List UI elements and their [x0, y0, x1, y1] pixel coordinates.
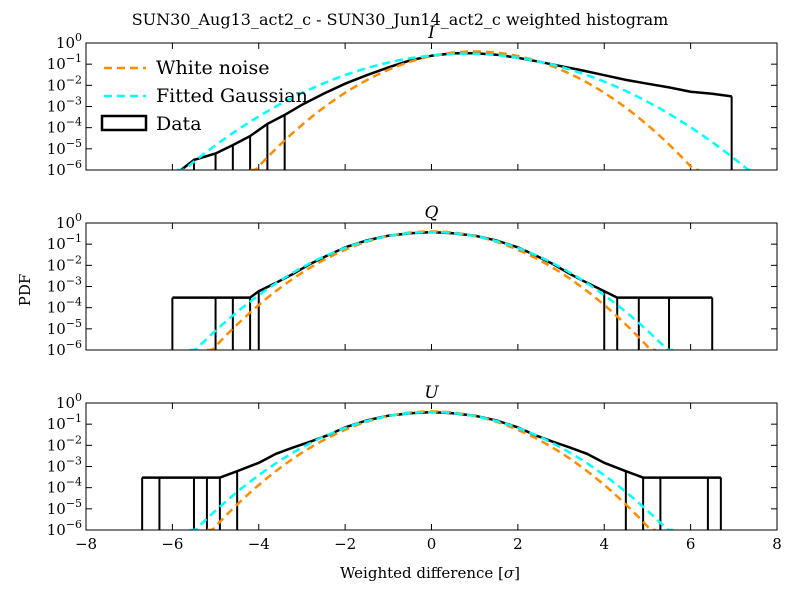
series-fitted-gaussian [176, 52, 756, 170]
y-tick-label: 10−2 [47, 73, 82, 94]
x-axis-label: Weighted difference [σ] [340, 564, 520, 582]
axes-frame [85, 222, 778, 351]
x-tick-label: −8 [75, 535, 97, 553]
x-tick-label: 4 [599, 535, 609, 553]
y-tick-label: 10−5 [47, 317, 82, 338]
x-tick-label: −6 [161, 535, 183, 553]
series-data [142, 410, 721, 479]
y-tick-label: 10−1 [47, 412, 82, 433]
y-tick-label: 10−2 [47, 253, 82, 274]
series-fitted-gaussian [189, 410, 674, 530]
y-tick-label: 10−5 [47, 497, 82, 518]
x-tick-label: −4 [248, 535, 270, 553]
plot-area [171, 230, 714, 350]
y-tick-label: 10−4 [47, 476, 82, 497]
x-tick-label: 0 [427, 535, 437, 553]
legend-label: Data [156, 113, 202, 135]
series-fitted-gaussian [189, 230, 674, 350]
axes-frame [85, 402, 778, 531]
y-tick-label: 10−6 [47, 338, 82, 359]
y-tick-label: 10−1 [47, 52, 82, 73]
y-tick-label: 100 [56, 31, 82, 52]
legend-label: Fitted Gaussian [156, 85, 308, 107]
panel-title: I [427, 23, 435, 43]
legend: White noise Fitted Gaussian Data [100, 57, 308, 135]
series-white-noise [206, 410, 657, 530]
y-tick-label: 10−3 [47, 455, 82, 476]
x-tick-label: 2 [513, 535, 523, 553]
series-data [180, 51, 732, 170]
x-tick-label: 8 [772, 535, 782, 553]
y-axis-label: PDF [16, 274, 34, 307]
plot-area [176, 50, 756, 170]
y-tick-label: 100 [56, 211, 82, 232]
y-tick-label: 10−6 [47, 158, 82, 179]
series-white-noise [206, 230, 657, 350]
plot-area [141, 410, 722, 530]
y-tick-label: 10−4 [47, 296, 82, 317]
legend-swatch-data [100, 114, 148, 132]
axes-frame [85, 42, 778, 171]
panel-title: Q [425, 203, 439, 223]
series-data [172, 230, 713, 299]
y-tick-label: 10−2 [47, 433, 82, 454]
y-tick-label: 10−1 [47, 232, 82, 253]
figure-title: SUN30_Aug13_act2_c - SUN30_Jun14_act2_c … [131, 10, 669, 29]
y-tick-label: 10−3 [47, 275, 82, 296]
y-tick-label: 10−4 [47, 116, 82, 137]
x-tick-label: −2 [334, 535, 356, 553]
y-tick-label: 10−3 [47, 95, 82, 116]
series-white-noise [250, 50, 700, 170]
y-tick-label: 10−5 [47, 137, 82, 158]
y-tick-label: 100 [56, 391, 82, 412]
x-tick-label: 6 [686, 535, 696, 553]
legend-label: White noise [156, 57, 270, 79]
panel-title: U [424, 383, 439, 403]
